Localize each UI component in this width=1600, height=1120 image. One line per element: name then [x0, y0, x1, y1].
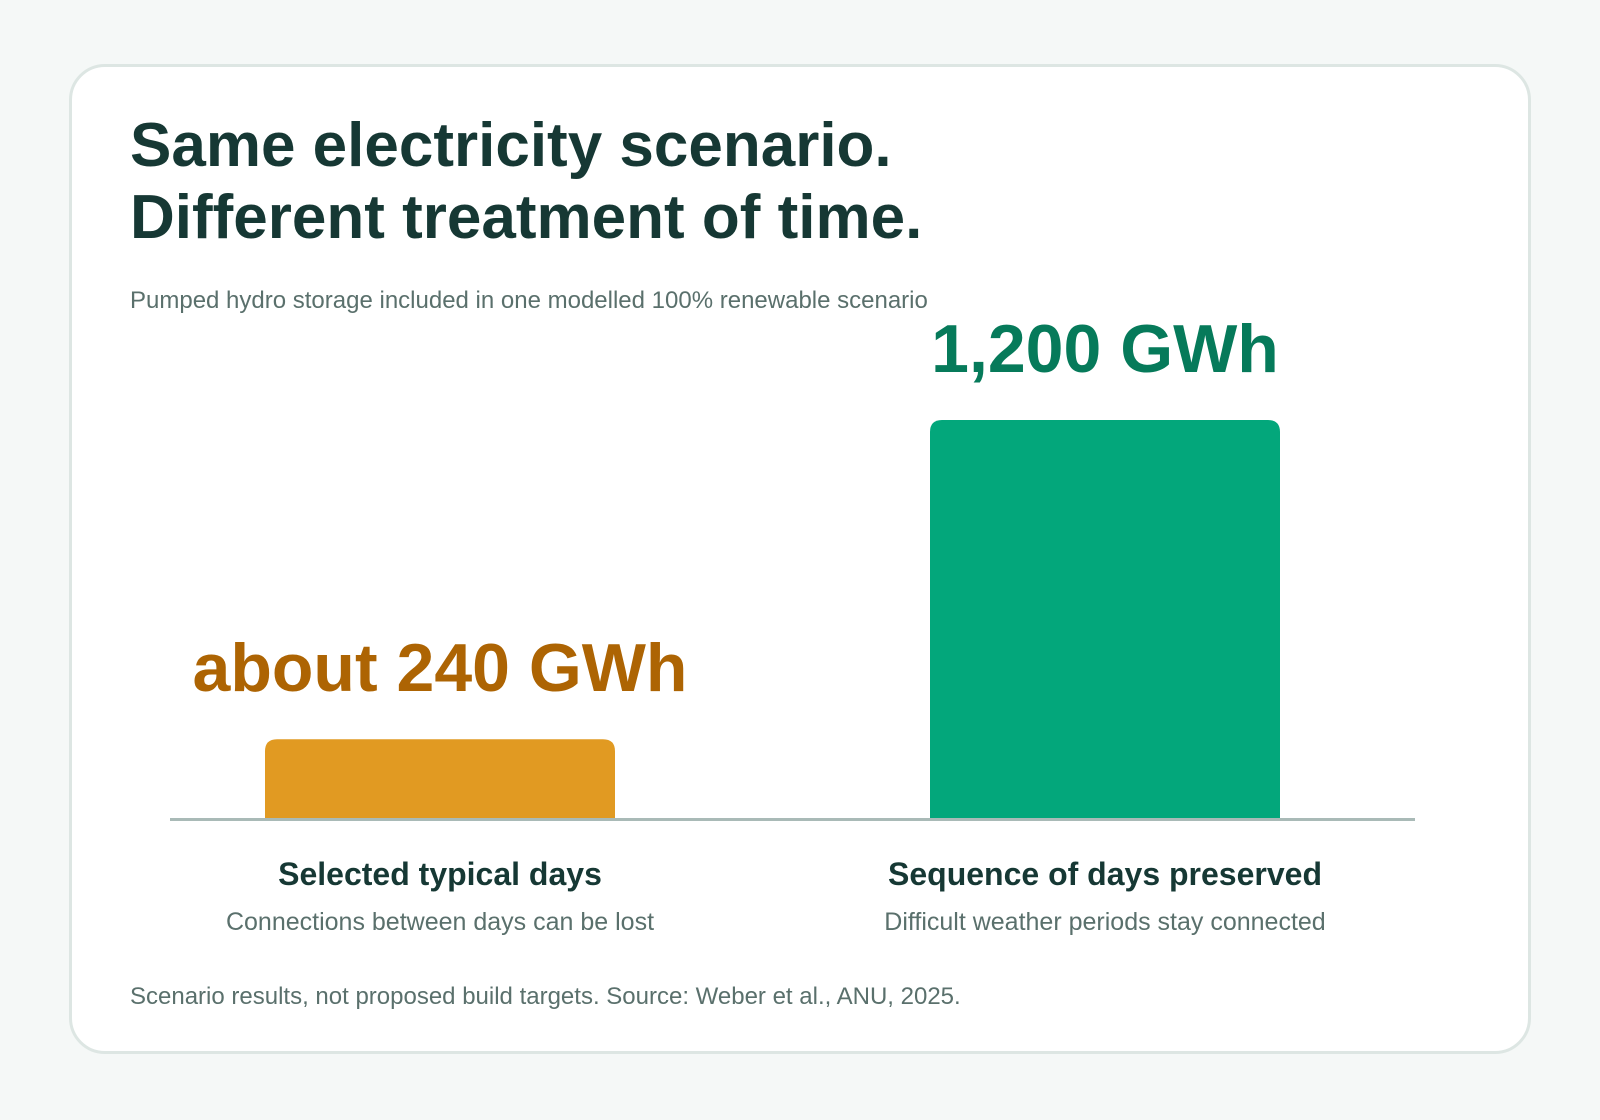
- value-label-2: 1,200 GWh: [931, 311, 1279, 387]
- category-label-1: Selected typical days: [278, 856, 602, 892]
- bar-2: [930, 420, 1280, 819]
- title-line-1: Same electricity scenario.: [130, 111, 892, 180]
- bar-1: [265, 739, 615, 819]
- source-footnote: Scenario results, not proposed build tar…: [130, 983, 961, 1010]
- category-label-2: Sequence of days preserved: [888, 856, 1322, 892]
- value-label-1: about 240 GWh: [193, 630, 688, 706]
- title-line-2: Different treatment of time.: [130, 183, 923, 252]
- category-note-2: Difficult weather periods stay connected: [884, 908, 1325, 936]
- page-title: Same electricity scenario. Different tre…: [130, 110, 922, 254]
- subtitle: Pumped hydro storage included in one mod…: [130, 287, 928, 314]
- chart-card: [69, 64, 1531, 1054]
- category-note-1: Connections between days can be lost: [226, 908, 654, 936]
